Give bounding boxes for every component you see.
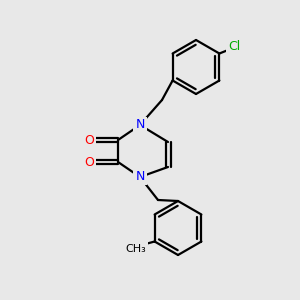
Text: O: O bbox=[84, 155, 94, 169]
Text: N: N bbox=[135, 170, 145, 184]
Text: O: O bbox=[84, 134, 94, 146]
Text: N: N bbox=[135, 118, 145, 131]
Text: Cl: Cl bbox=[228, 40, 241, 53]
Text: CH₃: CH₃ bbox=[125, 244, 146, 254]
